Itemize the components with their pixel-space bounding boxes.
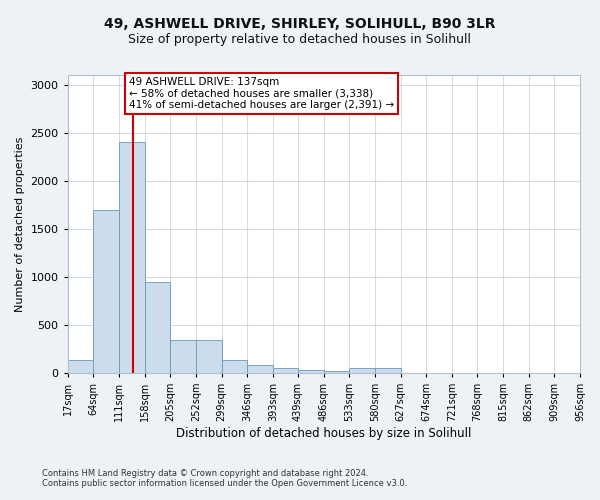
- X-axis label: Distribution of detached houses by size in Solihull: Distribution of detached houses by size …: [176, 427, 472, 440]
- Text: Size of property relative to detached houses in Solihull: Size of property relative to detached ho…: [128, 32, 472, 46]
- Bar: [119, 142, 145, 373]
- Bar: [247, 365, 273, 373]
- Bar: [323, 370, 349, 373]
- Bar: [273, 368, 298, 373]
- Bar: [375, 368, 401, 373]
- Y-axis label: Number of detached properties: Number of detached properties: [15, 136, 25, 312]
- Text: 49 ASHWELL DRIVE: 137sqm
← 58% of detached houses are smaller (3,338)
41% of sem: 49 ASHWELL DRIVE: 137sqm ← 58% of detach…: [129, 77, 394, 110]
- Bar: [221, 360, 247, 373]
- Bar: [170, 340, 196, 373]
- Text: 49, ASHWELL DRIVE, SHIRLEY, SOLIHULL, B90 3LR: 49, ASHWELL DRIVE, SHIRLEY, SOLIHULL, B9…: [104, 18, 496, 32]
- Bar: [68, 360, 94, 373]
- Text: Contains HM Land Registry data © Crown copyright and database right 2024.: Contains HM Land Registry data © Crown c…: [42, 468, 368, 477]
- Text: Contains public sector information licensed under the Open Government Licence v3: Contains public sector information licen…: [42, 478, 407, 488]
- Bar: [94, 210, 119, 373]
- Bar: [196, 340, 221, 373]
- Bar: [349, 368, 375, 373]
- Bar: [145, 282, 170, 373]
- Bar: [298, 370, 323, 373]
